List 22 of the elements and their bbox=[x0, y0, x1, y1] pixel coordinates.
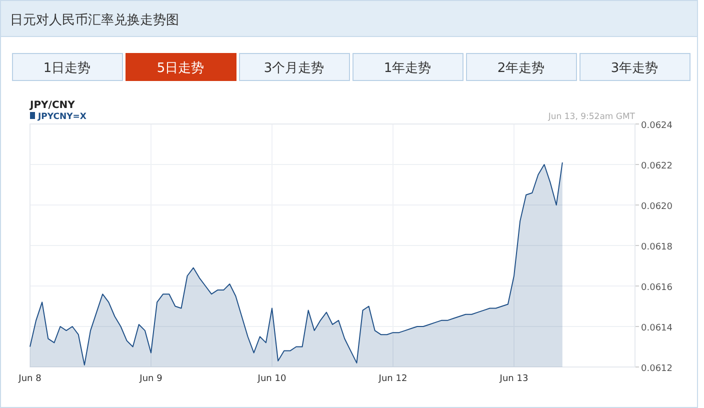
chart-title: 日元对人民币汇率兑换走势图 bbox=[10, 12, 179, 28]
x-tick-label: Jun 9 bbox=[138, 374, 163, 384]
legend-label: JPYCNY=X bbox=[37, 112, 87, 122]
y-tick-label: 0.0620 bbox=[641, 202, 673, 212]
tab: 3年走势 bbox=[580, 53, 690, 81]
tab: 3个月走势 bbox=[239, 53, 350, 81]
x-tick-label: Jun 10 bbox=[256, 374, 286, 384]
y-tick-label: 0.0622 bbox=[641, 162, 672, 172]
chart-subtitle: JPY/CNY bbox=[29, 100, 76, 111]
y-tick-label: 0.0618 bbox=[641, 242, 673, 252]
x-tick-label: Jun 13 bbox=[498, 374, 528, 384]
y-tick-label: 0.0616 bbox=[641, 283, 673, 293]
x-tick-label: Jun 8 bbox=[18, 374, 42, 384]
y-tick-label: 0.0614 bbox=[641, 324, 673, 334]
x-tick-label: Jun 12 bbox=[378, 374, 408, 384]
tab: 2年走势 bbox=[466, 53, 577, 81]
y-tick-label: 0.0612 bbox=[641, 364, 672, 374]
y-tick-label: 0.0624 bbox=[641, 121, 673, 131]
tab: 5日走势 bbox=[126, 53, 236, 81]
tab: 1年走势 bbox=[352, 53, 464, 81]
tab: 1日走势 bbox=[12, 53, 123, 81]
text: Jun 13, 9:52am GMT bbox=[547, 112, 636, 122]
